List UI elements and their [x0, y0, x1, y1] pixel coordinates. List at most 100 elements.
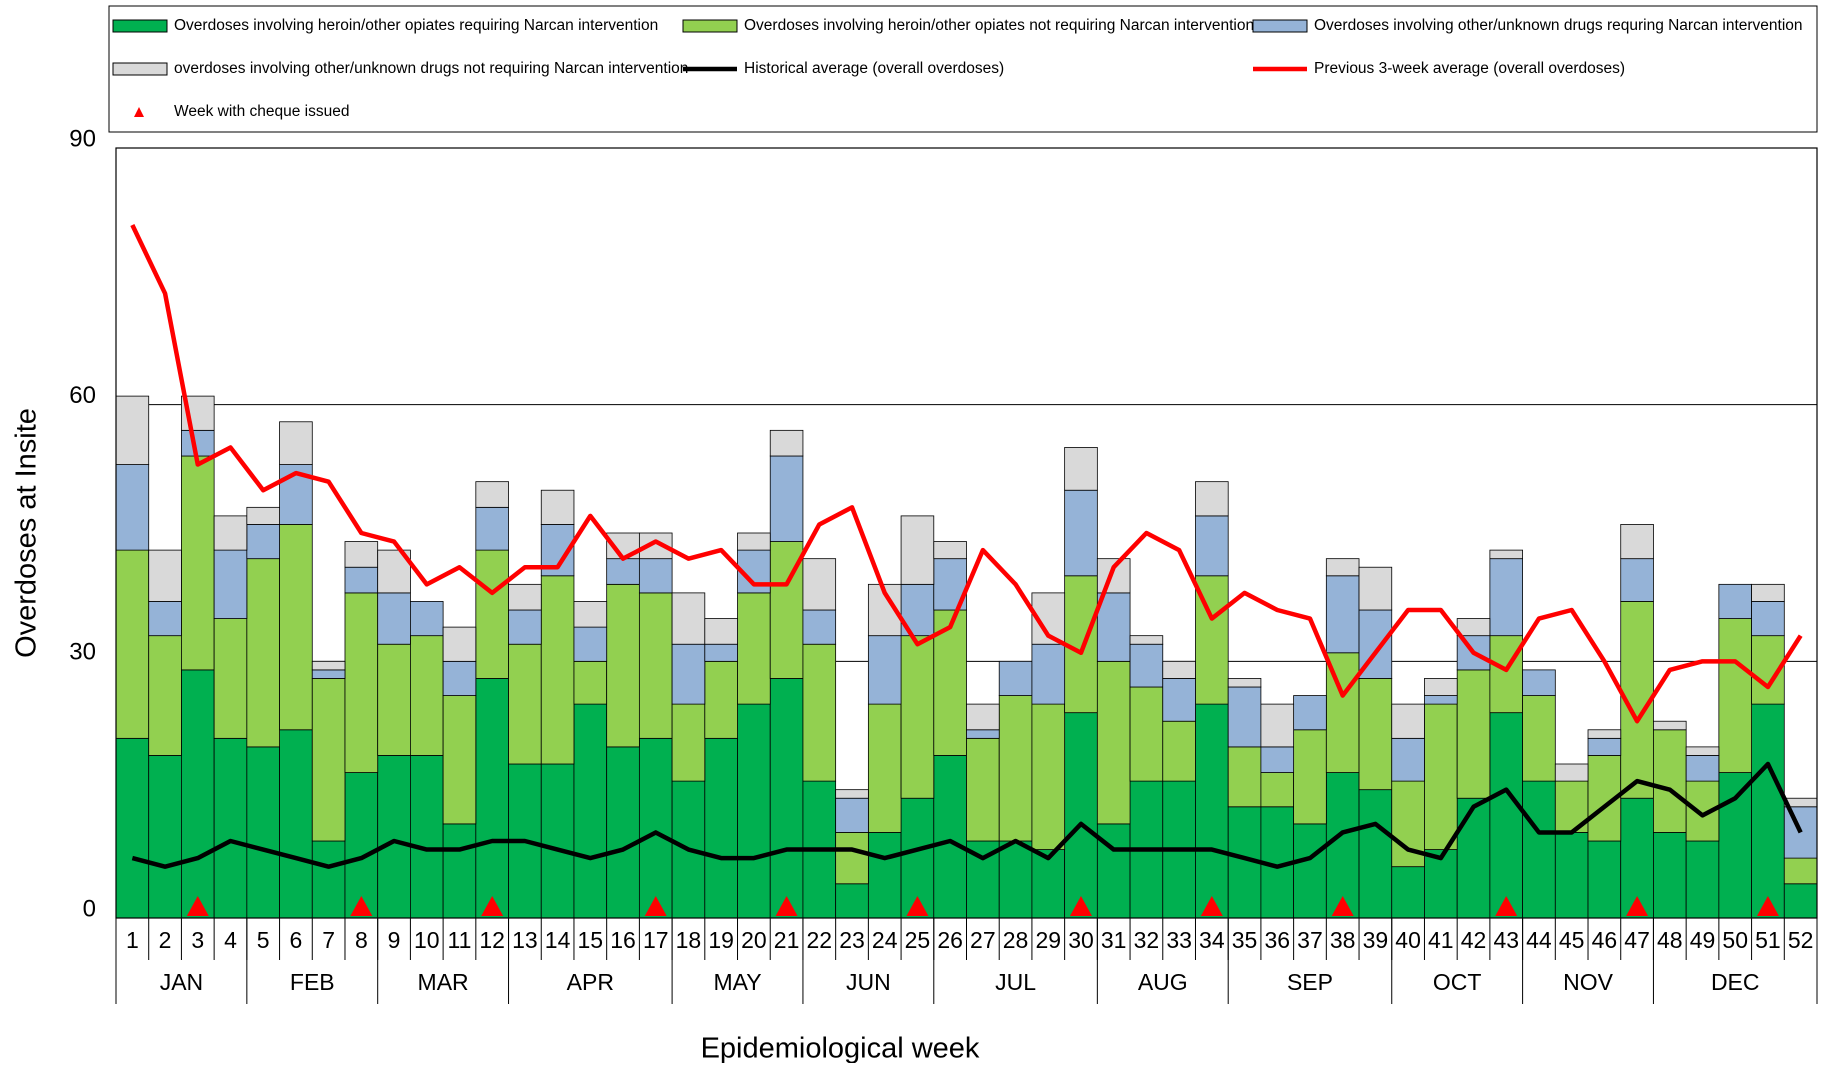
legend-swatch [112, 62, 168, 76]
bar-segment [377, 755, 411, 919]
bar-segment [1260, 772, 1295, 808]
legend-swatch [134, 107, 144, 117]
legend-box [108, 5, 1818, 133]
x-tick-label: 52 [1788, 927, 1814, 953]
bar-segment [1653, 729, 1687, 833]
bar-segment [311, 660, 346, 671]
bar-segment [835, 789, 869, 799]
bar-segment [1620, 524, 1654, 560]
bar-segment [475, 678, 509, 919]
bar-segment [769, 455, 804, 542]
x-tick-label: 1 [126, 927, 139, 953]
y-tick-label: 30 [69, 639, 96, 666]
cheque-marker [186, 896, 209, 916]
month-label: JAN [160, 969, 203, 995]
legend-swatch [112, 19, 168, 33]
bar-segment [1162, 660, 1196, 679]
bar-segment [1358, 566, 1393, 611]
bar-segment [246, 506, 280, 525]
bar-segment [508, 643, 542, 765]
y-tick-label: 0 [83, 895, 96, 922]
x-tick-label: 41 [1428, 927, 1454, 953]
y-axis-title: Overdoses at Insite [11, 408, 43, 658]
cheque-marker [1200, 896, 1223, 916]
bar-segment [148, 601, 182, 637]
bar-segment [1096, 823, 1131, 919]
bar-segment [1096, 558, 1131, 594]
bar-segment [835, 832, 869, 885]
bar-segment [1391, 737, 1425, 782]
x-tick-label: 40 [1395, 927, 1421, 953]
bar-segment [998, 660, 1033, 696]
bar-segment [1685, 840, 1720, 919]
bar-segment [1260, 703, 1295, 748]
bar-segment [1031, 703, 1066, 850]
bar-segment [638, 558, 673, 594]
bar-segment [802, 609, 837, 645]
x-tick-label: 8 [355, 927, 368, 953]
x-tick-label: 33 [1166, 927, 1192, 953]
bar-segment [835, 883, 869, 919]
bar-segment [966, 729, 1000, 739]
bar-segment [1031, 643, 1066, 705]
bar-segment [246, 558, 280, 748]
x-tick-label: 7 [322, 927, 335, 953]
x-tick-label: 39 [1363, 927, 1389, 953]
x-tick-label: 49 [1690, 927, 1716, 953]
x-tick-label: 17 [643, 927, 669, 953]
bar-segment [181, 455, 215, 671]
x-tick-label: 18 [676, 927, 702, 953]
bar-segment [1751, 703, 1785, 919]
x-tick-label: 36 [1264, 927, 1290, 953]
x-tick-label: 42 [1461, 927, 1487, 953]
legend-label: Overdoses involving heroin/other opiates… [744, 17, 1254, 34]
month-label: AUG [1138, 969, 1188, 995]
bar-segment [1325, 772, 1360, 919]
bar-segment [1260, 746, 1295, 773]
bar-segment [1522, 669, 1556, 696]
x-tick-label: 9 [388, 927, 401, 953]
cheque-marker [644, 896, 667, 916]
bar-segment [1685, 755, 1720, 782]
month-label: MAR [418, 969, 469, 995]
bar-segment [1064, 575, 1098, 714]
bar-segment [573, 660, 608, 705]
x-axis-title: Epidemiological week [701, 1033, 980, 1063]
bar-segment [148, 755, 182, 919]
bar-segment [1718, 772, 1752, 919]
bar-segment [1096, 592, 1131, 662]
line-series [130, 224, 1803, 724]
month-label: MAY [713, 969, 761, 995]
y-tick-label: 60 [69, 382, 96, 409]
bar-segment [1096, 660, 1131, 825]
bar-segment [835, 797, 869, 833]
month-label: FEB [290, 969, 335, 995]
x-tick-label: 11 [448, 927, 472, 953]
bar-segment [606, 583, 640, 748]
bar-segment [1554, 832, 1589, 919]
bar-segment [671, 643, 706, 705]
bar-segment [704, 643, 738, 662]
bar-segment [213, 618, 248, 739]
bar-segment [737, 532, 771, 551]
bar-segment [704, 737, 738, 919]
bar-segment [671, 592, 706, 645]
line-series [131, 761, 1803, 869]
bar-segment [1195, 481, 1229, 517]
bar-segment [1751, 601, 1785, 637]
bar-segment [311, 678, 346, 842]
x-tick-label: 26 [937, 927, 963, 953]
month-label: OCT [1433, 969, 1482, 995]
bar-segment [998, 840, 1033, 919]
bar-segment [410, 635, 444, 756]
bar-segment [1424, 703, 1458, 850]
bar-segment [1162, 720, 1196, 782]
bar-segment [1456, 618, 1491, 637]
bar-segment [344, 772, 379, 919]
bar-segment [1325, 558, 1360, 577]
bar-segment [769, 678, 804, 919]
bar-segment [1489, 558, 1523, 637]
bar-segment [1064, 489, 1098, 577]
x-tick-label: 14 [545, 927, 571, 953]
bar-segment [1653, 720, 1687, 731]
